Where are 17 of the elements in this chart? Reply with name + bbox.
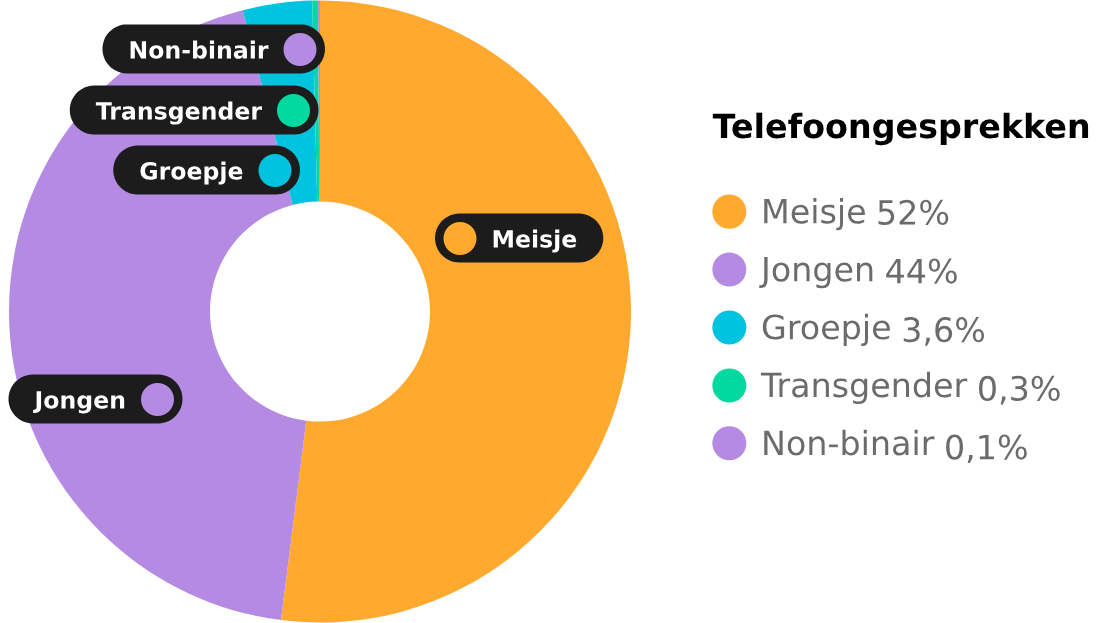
slice-label: Jongen [33,391,125,414]
legend-label: Meisje [493,229,577,253]
legend-title: Telefoongesprekken [712,112,1089,146]
data-label: 52% [878,199,949,225]
legend-label: Transgender [760,371,968,405]
data-label: 0,1% [946,434,1027,464]
legend-label: Jongen [759,256,873,289]
category-label: Transgender [95,101,262,125]
category-label: Meisje [764,197,865,231]
category-label: Groepje [140,161,243,185]
legend-label: Groepje [762,313,890,347]
data-label: 44% [886,258,957,284]
category-label: Non-binair [130,40,269,59]
data-label: 0,3% [979,375,1060,405]
data-label: 3,6% [903,317,985,346]
donut-slice [281,0,631,623]
legend-label: Non-binair [764,429,935,456]
